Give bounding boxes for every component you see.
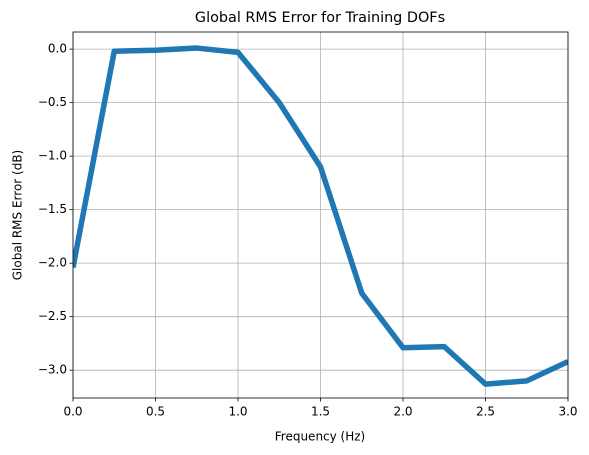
y-tick-label: −0.5: [38, 95, 67, 109]
x-tick-label: 2.5: [476, 405, 495, 419]
y-tick-label: 0.0: [48, 42, 67, 56]
plot-frame: [72, 31, 569, 399]
x-tick-label: 3.0: [558, 405, 577, 419]
y-tick-label: −2.5: [38, 309, 67, 323]
y-axis-label: Global RMS Error (dB): [11, 150, 25, 281]
y-tick-label: −2.0: [38, 256, 67, 270]
data-line: [73, 45, 568, 387]
y-tick-label: −3.0: [38, 363, 67, 377]
chart-title: Global RMS Error for Training DOFs: [195, 10, 445, 26]
x-tick-label: 0.0: [63, 405, 82, 419]
y-tick-label: −1.0: [38, 149, 67, 163]
y-tick-label: −1.5: [38, 202, 67, 216]
x-tick-label: 2.0: [393, 405, 412, 419]
x-axis-label: Frequency (Hz): [275, 430, 366, 444]
x-tick-label: 1.0: [228, 405, 247, 419]
x-tick-label: 0.5: [146, 405, 165, 419]
x-tick-label: 1.5: [311, 405, 330, 419]
